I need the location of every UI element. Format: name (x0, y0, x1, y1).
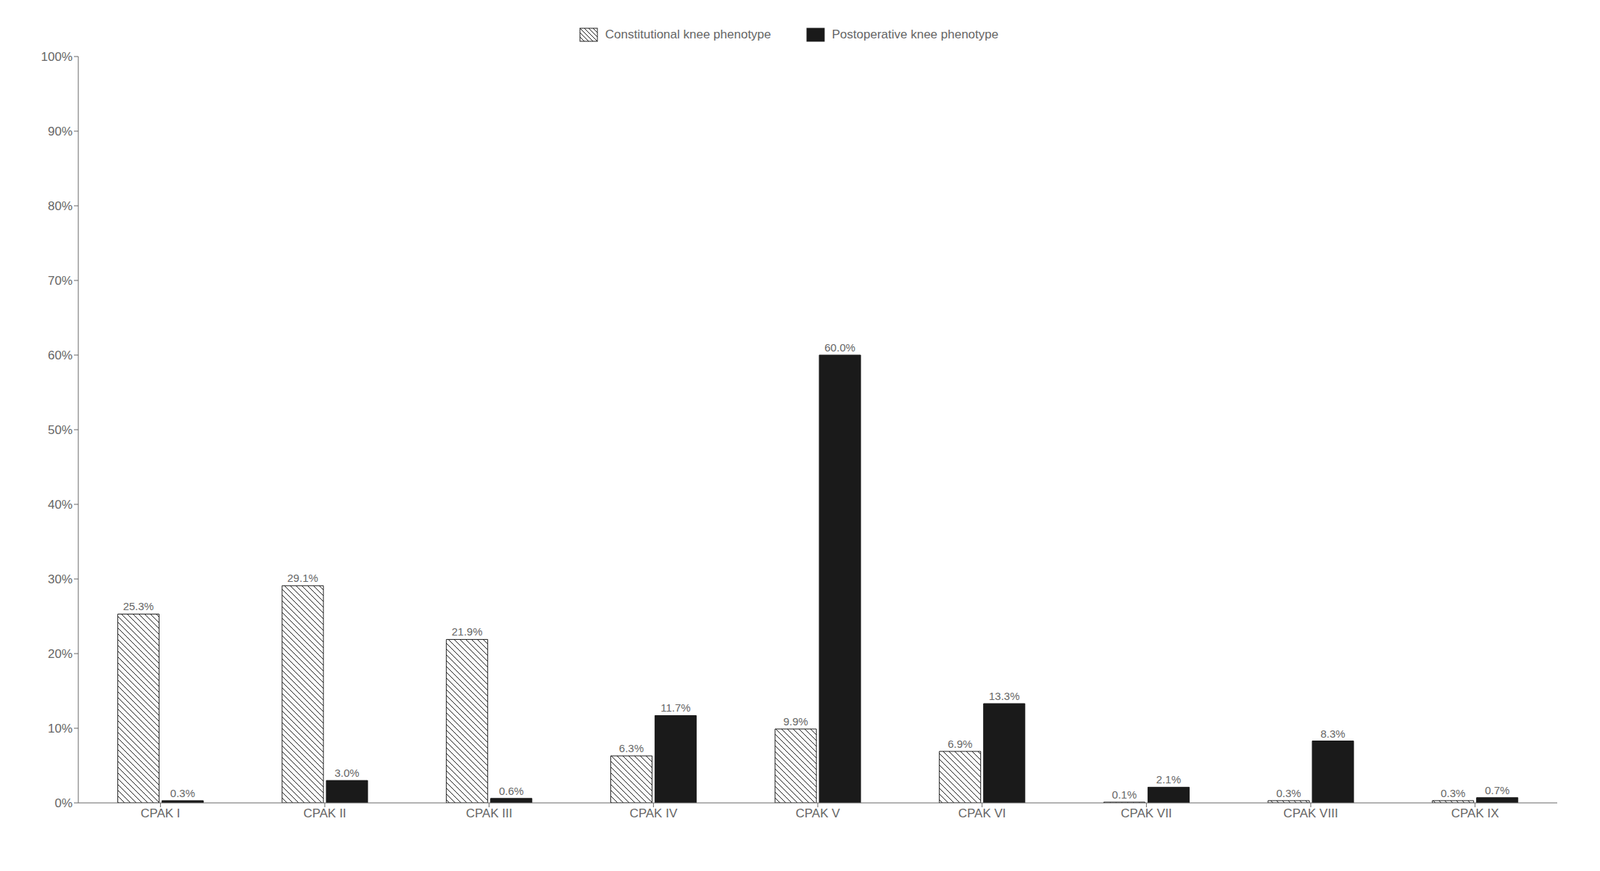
svg-text:6.3%: 6.3% (619, 742, 644, 755)
svg-text:60%: 60% (47, 348, 73, 363)
svg-text:0.3%: 0.3% (170, 787, 196, 800)
svg-text:50%: 50% (47, 423, 73, 438)
svg-text:2.1%: 2.1% (1156, 773, 1181, 786)
svg-text:70%: 70% (47, 274, 73, 288)
svg-text:11.7%: 11.7% (660, 701, 691, 715)
svg-text:21.9%: 21.9% (451, 625, 483, 638)
svg-text:80%: 80% (47, 199, 73, 214)
svg-text:30%: 30% (47, 572, 73, 587)
svg-text:CPAK III: CPAK III (466, 806, 513, 821)
svg-text:20%: 20% (47, 647, 73, 662)
svg-text:3.0%: 3.0% (334, 767, 359, 780)
svg-text:13.3%: 13.3% (988, 690, 1021, 703)
svg-text:8.3%: 8.3% (1320, 727, 1345, 741)
html-text:Constitutional knee phenotype: Constitutional knee phenotype (605, 27, 772, 42)
svg-text:CPAK IX: CPAK IX (1451, 806, 1500, 821)
svg-text:6.9%: 6.9% (947, 738, 973, 751)
svg-text:0%: 0% (54, 796, 73, 811)
svg-text:9.9%: 9.9% (782, 715, 808, 728)
svg-text:40%: 40% (47, 498, 73, 512)
svg-text:10%: 10% (47, 722, 73, 736)
svg-text:CPAK II: CPAK II (303, 806, 346, 821)
svg-text:100%: 100% (41, 50, 73, 64)
svg-text:CPAK V: CPAK V (795, 806, 841, 821)
svg-text:29.1%: 29.1% (287, 571, 319, 585)
svg-text:CPAK IV: CPAK IV (629, 806, 678, 821)
svg-text:0.3%: 0.3% (1275, 787, 1301, 800)
svg-text:0.6%: 0.6% (498, 785, 524, 798)
html-text:Postoperative knee phenotype: Postoperative knee phenotype (831, 27, 999, 42)
svg-text:CPAK I: CPAK I (140, 806, 180, 821)
svg-text:CPAK VII: CPAK VII (1120, 806, 1173, 821)
svg-text:CPAK VIII: CPAK VIII (1283, 806, 1338, 821)
svg-text:0.1%: 0.1% (1112, 788, 1137, 802)
svg-text:60.0%: 60.0% (824, 341, 856, 354)
svg-text:90%: 90% (47, 124, 73, 139)
svg-text:25.3%: 25.3% (123, 600, 155, 613)
svg-text:CPAK VI: CPAK VI (958, 806, 1007, 821)
svg-text:0.7%: 0.7% (1484, 784, 1510, 797)
svg-text:0.3%: 0.3% (1440, 787, 1466, 800)
